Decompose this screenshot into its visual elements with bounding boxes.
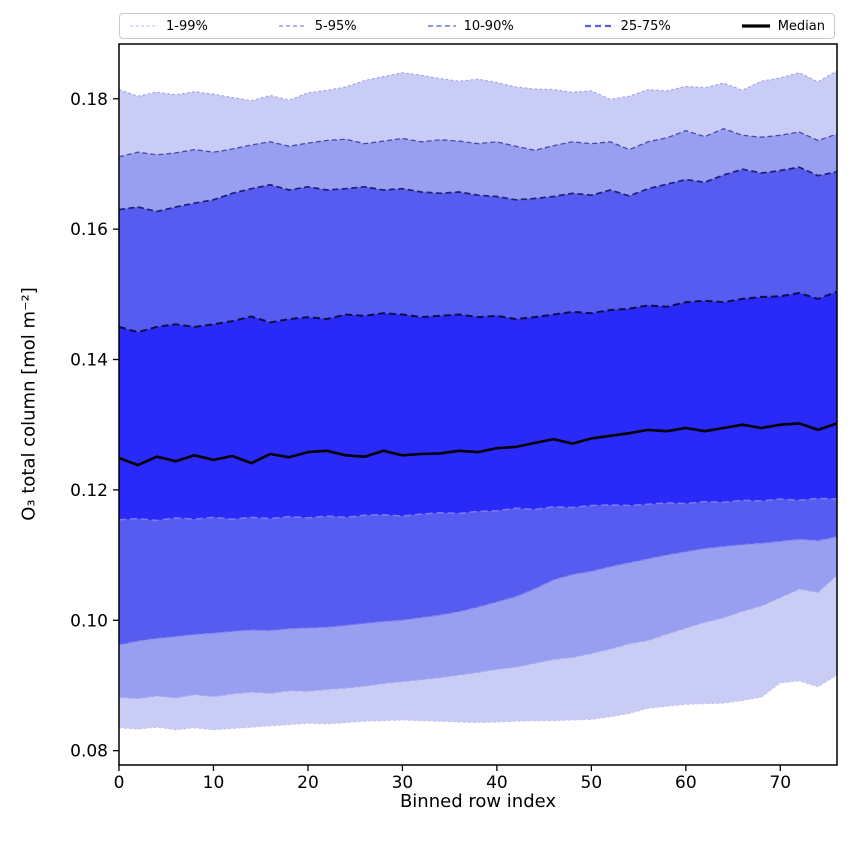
x-tick-label: 30	[392, 773, 414, 793]
x-tick-label: 40	[486, 773, 508, 793]
legend-line-sample-icon	[427, 25, 456, 27]
x-tick-label: 20	[297, 773, 319, 793]
band-upper-edge-25-75%	[119, 290, 837, 334]
legend-item-median: Median	[741, 19, 825, 34]
band-upper-edge-5-95%	[119, 128, 837, 158]
x-tick-label: 50	[581, 773, 603, 793]
y-tick-label: 0.14	[70, 351, 108, 371]
legend-label: 1-99%	[166, 18, 208, 34]
legend-line-sample-icon	[278, 25, 307, 27]
band-lower-edge-10-90%	[119, 536, 837, 646]
x-tick-label: 0	[114, 773, 125, 793]
legend-label: 25-75%	[620, 18, 671, 34]
legend-line-sample-icon	[741, 24, 770, 28]
x-axis-label: Binned row index	[399, 791, 557, 812]
band-fill-25-75%	[119, 291, 837, 521]
median-line	[119, 422, 837, 467]
legend-label: 5-95%	[314, 18, 357, 34]
x-tick-label: 70	[769, 773, 791, 793]
legend: 1-99% 5-95% 10-90% 25-75% Median	[119, 13, 835, 39]
y-tick-label: 0.10	[70, 611, 108, 631]
legend-item-25-75-: 25-75%	[584, 19, 671, 34]
legend-line-sample-icon	[584, 24, 613, 28]
band-lower-edge-5-95%	[119, 574, 837, 700]
fan-bands	[119, 70, 837, 731]
axes-frame	[118, 43, 838, 766]
legend-label: 10-90%	[463, 18, 514, 34]
band-upper-edge-10-90%	[119, 166, 837, 213]
y-axis-label: O₃ total column [mol m⁻²]	[18, 287, 40, 521]
y-tick-label: 0.18	[70, 90, 108, 110]
legend-item-1-99-: 1-99%	[129, 19, 208, 34]
legend-item-10-90-: 10-90%	[427, 19, 514, 34]
band-lower-edge-1-99%	[119, 674, 837, 731]
band-lower-edge-25-75%	[119, 497, 837, 522]
legend-label: Median	[777, 18, 825, 34]
y-tick-label: 0.08	[70, 742, 108, 762]
band-upper-edge-1-99%	[119, 70, 837, 102]
y-tick-label: 0.12	[70, 481, 108, 501]
y-tick-label: 0.16	[70, 220, 108, 240]
x-tick-label: 10	[203, 773, 225, 793]
legend-item-5-95-: 5-95%	[278, 19, 357, 34]
x-tick-label: 60	[675, 773, 697, 793]
legend-line-sample-icon	[130, 25, 158, 27]
